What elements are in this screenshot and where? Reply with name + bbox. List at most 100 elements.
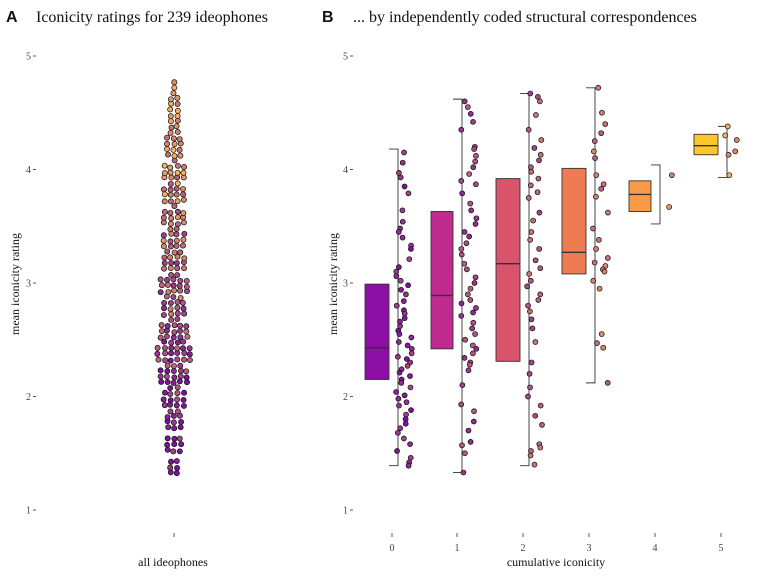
- swarm-point: [174, 396, 181, 403]
- jitter-point: [531, 145, 538, 151]
- jitter-point: [602, 121, 609, 127]
- swarm-point: [181, 310, 188, 317]
- swarm-point: [174, 180, 181, 187]
- swarm-point: [180, 169, 187, 176]
- jitter-point: [598, 130, 605, 137]
- jitter-point: [472, 331, 478, 337]
- jitter-point: [469, 342, 476, 349]
- jitter-point: [401, 435, 407, 442]
- jitter-point: [458, 126, 465, 133]
- jitter-point: [393, 302, 400, 309]
- jitter-point: [397, 277, 404, 284]
- swarm-point: [161, 260, 168, 266]
- jitter-point: [539, 422, 545, 428]
- swarm-point: [178, 418, 185, 425]
- panel-b-y-axis-title: mean iconicity rating: [326, 233, 340, 335]
- jitter-point: [466, 171, 473, 177]
- jitter-point: [401, 392, 408, 399]
- swarm-point: [167, 306, 174, 313]
- swarm-point: [171, 152, 178, 159]
- swarm-point: [180, 345, 186, 352]
- swarm-point: [174, 253, 181, 260]
- jitter-point: [604, 255, 611, 261]
- swarm-point: [174, 345, 181, 352]
- jitter-point: [458, 246, 465, 252]
- swarm-point: [164, 281, 171, 288]
- swarm-point: [161, 299, 168, 306]
- jitter-point: [400, 298, 407, 305]
- jitter-point: [401, 315, 408, 322]
- jitter-point: [722, 132, 729, 139]
- panel-b-x-tick-label: 0: [390, 543, 395, 554]
- jitter-point: [471, 146, 477, 152]
- swarm-point: [181, 350, 188, 356]
- swarm-point: [174, 356, 181, 363]
- jitter-point: [407, 373, 413, 379]
- swarm-point: [171, 374, 178, 381]
- swarm-point: [167, 164, 174, 171]
- jitter-point: [408, 407, 414, 413]
- jitter-point: [535, 175, 542, 182]
- swarm-point: [173, 123, 180, 130]
- swarm-point: [180, 186, 186, 192]
- swarm-point: [167, 357, 174, 364]
- jitter-point: [732, 148, 739, 155]
- jitter-point: [537, 98, 543, 105]
- panel-a-y-tick-label: 1: [26, 506, 31, 517]
- jitter-point: [596, 285, 603, 292]
- jitter-point: [528, 316, 535, 323]
- swarm-point: [170, 448, 177, 455]
- swarm-point: [176, 146, 183, 153]
- swarm-point: [181, 402, 187, 409]
- swarm-point: [161, 162, 168, 169]
- swarm-point: [171, 441, 178, 448]
- swarm-point: [164, 446, 171, 453]
- swarm-point: [183, 328, 190, 335]
- swarm-point: [171, 425, 178, 432]
- swarm-point: [163, 373, 170, 380]
- swarm-point: [174, 198, 181, 205]
- jitter-point: [593, 246, 599, 252]
- swarm-point: [160, 232, 167, 239]
- jitter-point: [593, 193, 599, 200]
- jitter-point: [405, 190, 412, 197]
- jitter-point: [605, 209, 611, 216]
- jitter-point: [600, 181, 607, 188]
- swarm-point: [164, 134, 170, 141]
- jitter-point: [527, 452, 534, 459]
- swarm-point: [177, 362, 184, 369]
- swarm-point: [177, 294, 184, 301]
- swarm-point: [174, 408, 181, 415]
- jitter-point: [403, 356, 410, 362]
- jitter-point: [408, 334, 415, 341]
- jitter-point: [590, 148, 597, 155]
- swarm-point: [181, 255, 188, 262]
- swarm-point: [167, 226, 174, 233]
- swarm-point: [167, 106, 174, 113]
- jitter-point: [473, 215, 480, 222]
- swarm-point: [168, 339, 175, 346]
- swarm-point: [171, 329, 178, 336]
- panel-b-x-tick-label: 1: [455, 543, 460, 554]
- swarm-point: [162, 350, 169, 357]
- swarm-point: [167, 238, 174, 245]
- swarm-point: [176, 435, 183, 442]
- swarm-point: [186, 351, 193, 358]
- jitter-point: [473, 181, 479, 188]
- swarm-point: [161, 170, 168, 177]
- swarm-point: [168, 259, 175, 266]
- swarm-point: [173, 458, 180, 465]
- swarm-point: [164, 441, 171, 448]
- jitter-point: [594, 340, 600, 347]
- jitter-point: [403, 291, 409, 298]
- swarm-point: [174, 384, 181, 391]
- swarm-point: [180, 191, 187, 198]
- jitter-point: [536, 209, 543, 216]
- panel-b-x-tick-label: 3: [587, 543, 592, 554]
- swarm-point: [170, 368, 177, 374]
- swarm-point: [178, 367, 184, 374]
- swarm-point: [173, 402, 180, 409]
- swarm-point: [183, 374, 190, 381]
- panel-b-y-tick-label: 4: [343, 165, 348, 176]
- panel-b-points: [393, 84, 740, 476]
